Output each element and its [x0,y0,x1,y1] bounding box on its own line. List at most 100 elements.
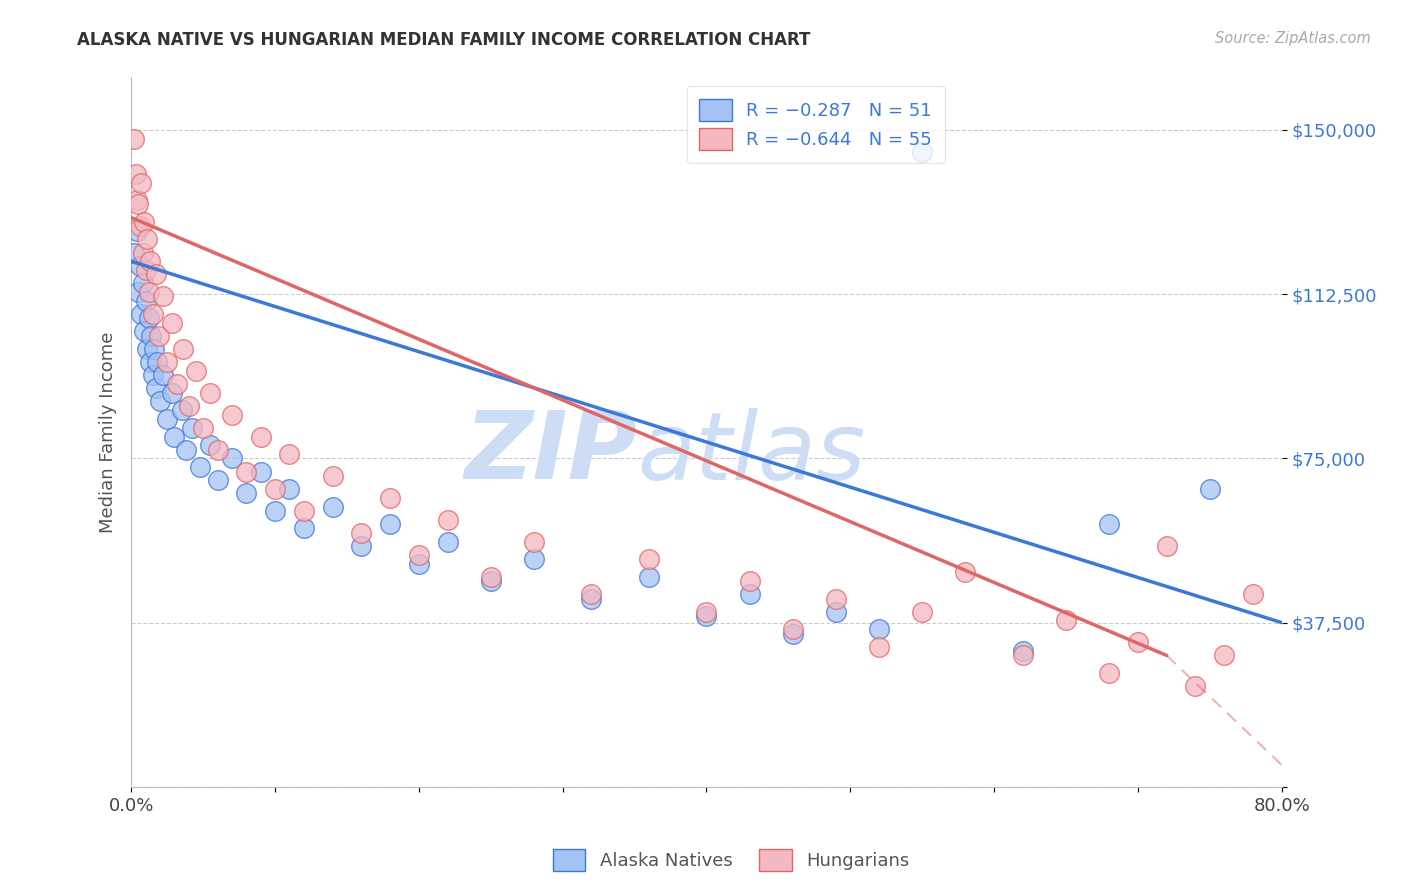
Point [207,473,229,487]
Point [122,132,145,146]
Point [235,465,257,479]
Point [264,504,287,518]
Point [479,569,502,583]
Point [124,167,146,181]
Point [125,193,148,207]
Point [163,429,186,443]
Point [141,328,163,343]
Point [695,605,717,619]
Text: atlas: atlas [637,408,866,499]
Legend: Alaska Natives, Hungarians: Alaska Natives, Hungarians [546,842,917,879]
Point [825,605,848,619]
Point [955,566,977,580]
Point [138,285,160,299]
Point [249,429,271,443]
Point [436,534,458,549]
Point [221,408,243,422]
Point [132,277,155,291]
Point [1184,679,1206,693]
Point [148,328,170,343]
Point [174,442,197,457]
Point [1098,517,1121,532]
Point [136,232,159,246]
Point [911,145,934,159]
Point [235,486,257,500]
Point [207,442,229,457]
Point [156,355,179,369]
Point [278,447,301,461]
Point [180,421,202,435]
Point [128,259,150,273]
Point [350,525,373,540]
Point [135,263,157,277]
Point [264,482,287,496]
Point [138,311,160,326]
Point [142,368,165,383]
Point [146,355,169,369]
Point [131,307,153,321]
Point [145,381,167,395]
Point [221,451,243,466]
Point [523,534,546,549]
Text: ALASKA NATIVE VS HUNGARIAN MEDIAN FAMILY INCOME CORRELATION CHART: ALASKA NATIVE VS HUNGARIAN MEDIAN FAMILY… [77,31,811,49]
Point [134,325,156,339]
Point [695,609,717,624]
Point [1213,648,1236,663]
Point [782,622,804,636]
Point [523,552,546,566]
Point [638,569,661,583]
Point [145,268,167,282]
Point [136,342,159,356]
Point [135,293,157,308]
Point [782,626,804,640]
Point [292,504,315,518]
Point [188,460,211,475]
Point [1011,648,1033,663]
Point [249,465,271,479]
Point [292,521,315,535]
Point [738,587,761,601]
Y-axis label: Median Family Income: Median Family Income [100,332,117,533]
Point [581,591,603,606]
Point [156,412,179,426]
Point [581,587,603,601]
Point [378,517,401,532]
Point [868,640,890,654]
Legend: R = −0.287   N = 51, R = −0.644   N = 55: R = −0.287 N = 51, R = −0.644 N = 55 [688,87,945,163]
Point [177,399,200,413]
Point [825,591,848,606]
Point [868,622,890,636]
Point [128,219,150,234]
Point [322,469,344,483]
Point [152,289,174,303]
Point [408,548,430,562]
Point [738,574,761,588]
Point [200,385,222,400]
Point [184,364,207,378]
Point [172,342,194,356]
Point [1098,665,1121,680]
Point [143,342,166,356]
Point [142,307,165,321]
Point [166,376,188,391]
Point [139,355,162,369]
Point [350,539,373,553]
Point [1198,482,1220,496]
Point [125,224,148,238]
Point [1054,614,1077,628]
Point [408,557,430,571]
Point [149,394,172,409]
Point [152,368,174,383]
Point [1156,539,1178,553]
Point [1241,587,1264,601]
Point [127,197,149,211]
Point [160,316,183,330]
Point [1126,635,1149,649]
Point [436,513,458,527]
Point [191,421,214,435]
Point [170,403,193,417]
Point [278,482,301,496]
Text: Source: ZipAtlas.com: Source: ZipAtlas.com [1215,31,1371,46]
Point [479,574,502,588]
Point [911,605,934,619]
